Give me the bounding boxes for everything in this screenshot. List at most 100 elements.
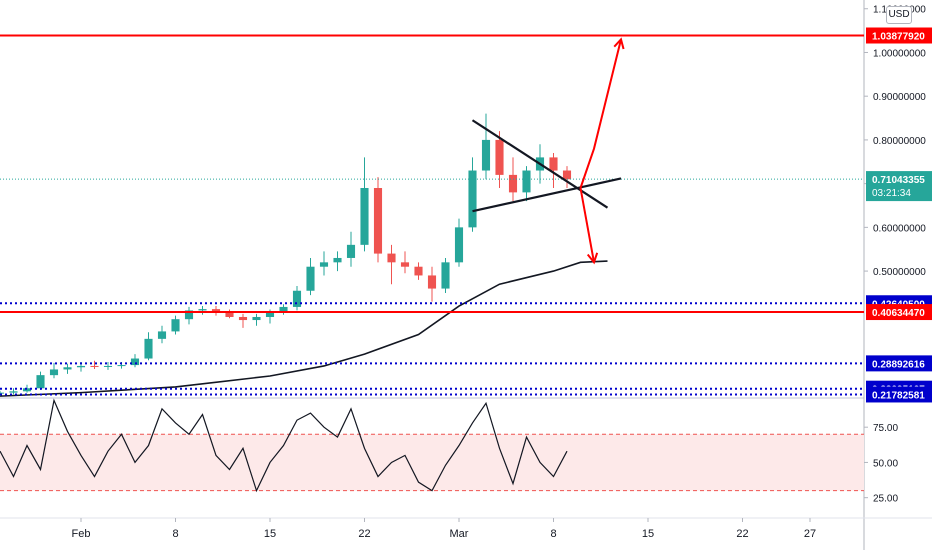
candle-body xyxy=(387,253,396,263)
candle-body xyxy=(63,367,72,370)
candle-body xyxy=(279,306,288,313)
candle-body xyxy=(157,331,167,339)
candle xyxy=(63,363,72,374)
candle-body xyxy=(319,262,329,267)
candle-body xyxy=(400,262,410,267)
time-axis-tick-label: Mar xyxy=(450,528,469,540)
candle-body xyxy=(225,312,234,317)
rsi-axis-tick-label: 75.00 xyxy=(873,423,898,434)
candle xyxy=(171,315,180,335)
candle xyxy=(360,157,369,252)
candle-body xyxy=(414,266,423,276)
resistance-price-label: 0.40634470 xyxy=(866,304,932,321)
trendline xyxy=(472,177,622,213)
candle-body xyxy=(117,365,126,367)
time-axis[interactable]: Feb 8 15 22 Mar 8 15 22 27 xyxy=(72,518,817,540)
candle xyxy=(441,257,450,293)
currency-badge[interactable]: USD xyxy=(886,6,912,24)
candle-body xyxy=(441,262,450,289)
candle-body xyxy=(238,316,248,321)
candle xyxy=(454,218,464,267)
candle xyxy=(346,231,356,267)
candle xyxy=(400,251,410,274)
candle xyxy=(373,177,383,263)
resistance-price-label: 1.03877920 xyxy=(866,27,932,44)
candle-body xyxy=(198,309,207,311)
price-label-background xyxy=(866,355,932,372)
rsi-axis-tick-label: 50.00 xyxy=(873,458,898,469)
candle-body xyxy=(49,369,59,376)
candle-body xyxy=(0,392,5,394)
candle-body xyxy=(211,309,221,313)
price-axis-tick-label: 0.50000000 xyxy=(873,267,926,278)
candle-body xyxy=(90,365,99,367)
rsi-indicator xyxy=(0,398,864,493)
candle xyxy=(562,166,572,189)
candle xyxy=(427,266,437,302)
price-label-background xyxy=(866,27,932,44)
candle-body xyxy=(427,275,437,289)
trendline-drawings[interactable] xyxy=(471,37,625,265)
candle-body xyxy=(76,365,86,368)
candle xyxy=(198,306,207,315)
price-label-text: 0.28892616 xyxy=(872,359,925,370)
candle-body xyxy=(252,316,261,321)
projection-arrowhead xyxy=(613,37,625,50)
candle-body xyxy=(130,358,140,366)
candle-body xyxy=(373,188,383,254)
price-axis-tick-label: 0.60000000 xyxy=(873,223,926,234)
candle xyxy=(279,304,288,315)
price-label-text: 0.40634470 xyxy=(872,308,925,319)
time-axis-tick-label: 8 xyxy=(172,528,178,540)
candle-body xyxy=(22,388,32,392)
candle xyxy=(414,262,423,280)
candle-body xyxy=(36,375,45,389)
candle xyxy=(468,157,477,232)
candle-body xyxy=(292,290,302,307)
candle xyxy=(549,153,558,189)
candle xyxy=(306,257,315,296)
projection-arrowhead xyxy=(586,252,599,265)
candle xyxy=(130,354,140,368)
price-label-text: 0.21782581 xyxy=(872,390,925,401)
candle-body xyxy=(522,170,531,193)
candle xyxy=(0,390,5,397)
price-axis-tick-label: 0.90000000 xyxy=(873,92,926,103)
candle-body xyxy=(184,310,194,320)
candle xyxy=(184,306,194,325)
moving-average xyxy=(0,260,608,397)
horizontal-price-lines[interactable] xyxy=(0,34,864,396)
last-price-text: 0.71043355 xyxy=(872,175,925,186)
candle-body xyxy=(306,266,315,291)
price-axis-tick-label: 1.00000000 xyxy=(873,48,926,59)
candle xyxy=(225,309,234,319)
price-axis-tick-label: 0.80000000 xyxy=(873,136,926,147)
candle xyxy=(36,371,45,391)
candle xyxy=(495,131,504,189)
candle xyxy=(144,332,153,361)
candle-body xyxy=(103,365,113,367)
candle xyxy=(252,313,261,326)
candle xyxy=(211,306,221,316)
candle-body xyxy=(495,139,504,175)
countdown-text: 03:21:34 xyxy=(872,188,911,199)
time-axis-tick-label: 22 xyxy=(358,528,370,540)
projection-path xyxy=(579,187,595,263)
rsi-axis[interactable]: 25.00 50.00 75.00 xyxy=(864,423,898,505)
candle xyxy=(292,285,302,311)
support-price-label: 0.21782581 xyxy=(866,386,932,403)
candle-body xyxy=(454,227,464,263)
price-line-labels: 1.038779200.426405000.406344700.28892616… xyxy=(866,27,932,403)
price-label-text: 1.03877920 xyxy=(872,32,925,43)
candle xyxy=(103,362,113,370)
price-axis[interactable]: 0.500000000.600000000.700000000.80000000… xyxy=(864,5,926,278)
rsi-axis-tick-label: 25.00 xyxy=(873,494,898,505)
candle xyxy=(90,360,99,370)
candle xyxy=(49,362,59,379)
main-price-pane[interactable] xyxy=(0,0,864,397)
price-label-background xyxy=(866,304,932,321)
candle-body xyxy=(481,139,491,171)
candle-body xyxy=(468,170,477,228)
